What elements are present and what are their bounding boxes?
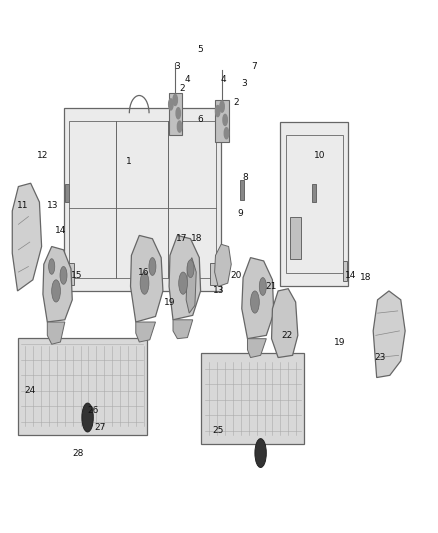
Polygon shape (131, 236, 163, 322)
Bar (169, 93, 182, 135)
Text: 21: 21 (265, 282, 276, 291)
Text: 14: 14 (55, 227, 66, 236)
Polygon shape (247, 338, 266, 358)
Circle shape (52, 280, 60, 302)
Text: 26: 26 (87, 406, 99, 415)
Circle shape (220, 101, 224, 112)
Circle shape (140, 272, 149, 294)
Circle shape (224, 128, 229, 139)
Text: 11: 11 (17, 201, 28, 210)
Bar (312, 184, 316, 202)
Text: 13: 13 (213, 286, 225, 295)
Text: 3: 3 (174, 62, 180, 71)
Bar (343, 261, 347, 281)
Bar (286, 135, 343, 273)
Circle shape (169, 99, 173, 110)
Polygon shape (43, 247, 72, 322)
Polygon shape (47, 322, 65, 344)
Polygon shape (242, 257, 274, 338)
Text: 28: 28 (72, 449, 84, 457)
Bar (280, 122, 348, 287)
Polygon shape (373, 291, 405, 377)
Text: 3: 3 (241, 79, 247, 88)
Text: 20: 20 (230, 271, 241, 280)
Text: 27: 27 (94, 423, 106, 432)
Polygon shape (12, 183, 42, 291)
Text: 24: 24 (24, 386, 35, 395)
Text: 12: 12 (37, 151, 49, 160)
Circle shape (177, 121, 182, 132)
Bar (240, 180, 244, 200)
Text: 19: 19 (164, 297, 176, 306)
Text: 18: 18 (360, 273, 371, 282)
Text: 7: 7 (251, 62, 257, 71)
Circle shape (259, 278, 266, 295)
Text: 19: 19 (334, 337, 345, 346)
Polygon shape (173, 320, 193, 338)
Circle shape (49, 259, 55, 274)
Bar (64, 108, 221, 291)
Circle shape (173, 94, 177, 106)
Circle shape (187, 260, 194, 278)
Polygon shape (136, 322, 155, 342)
Circle shape (60, 266, 67, 284)
Polygon shape (169, 236, 201, 320)
Bar (215, 100, 229, 142)
Circle shape (251, 291, 259, 313)
Text: 2: 2 (179, 84, 184, 93)
Bar (210, 263, 217, 285)
Text: 18: 18 (191, 234, 202, 243)
Circle shape (82, 403, 93, 432)
Circle shape (215, 106, 220, 117)
Text: 8: 8 (242, 173, 248, 182)
Bar (65, 184, 69, 202)
Text: 22: 22 (281, 331, 293, 340)
Text: 13: 13 (47, 201, 58, 210)
Text: 4: 4 (185, 76, 190, 84)
Bar (290, 216, 301, 259)
Text: 17: 17 (176, 234, 187, 243)
Text: 1: 1 (126, 157, 132, 166)
Text: 6: 6 (198, 116, 204, 124)
Text: 14: 14 (345, 271, 356, 280)
Polygon shape (186, 257, 196, 313)
Text: 4: 4 (221, 76, 226, 84)
Circle shape (179, 272, 187, 294)
Text: 10: 10 (314, 151, 325, 160)
Text: 9: 9 (237, 209, 243, 217)
Circle shape (176, 108, 180, 119)
Circle shape (255, 439, 266, 467)
Circle shape (149, 257, 156, 276)
Bar (18, 337, 147, 435)
Text: 25: 25 (212, 426, 224, 435)
Text: 5: 5 (198, 45, 204, 54)
Bar (68, 263, 74, 285)
Text: 15: 15 (71, 271, 82, 280)
Text: 16: 16 (138, 268, 149, 277)
Text: 23: 23 (374, 353, 386, 362)
Bar (69, 121, 216, 278)
Text: 2: 2 (234, 98, 239, 107)
Circle shape (223, 115, 227, 125)
Polygon shape (215, 244, 231, 287)
Polygon shape (272, 289, 298, 358)
Bar (201, 353, 304, 444)
